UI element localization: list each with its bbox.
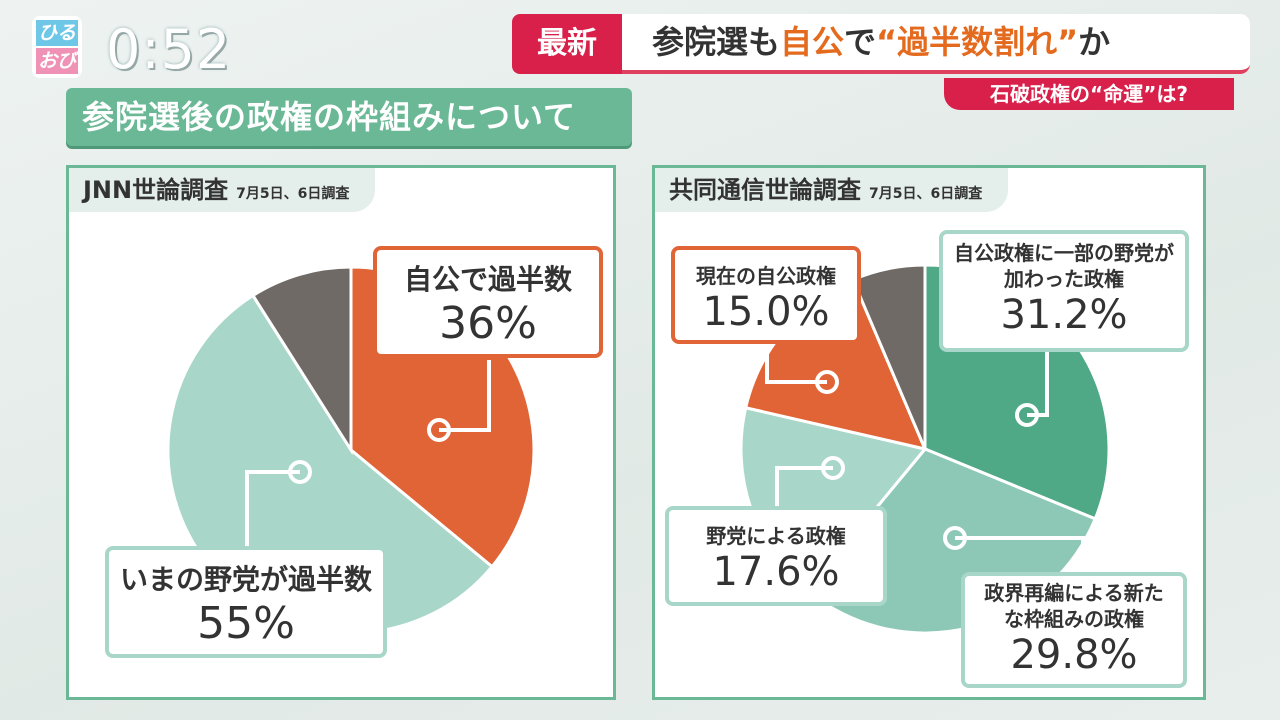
- news-tag: 最新: [512, 14, 622, 74]
- jnn-leaders: [245, 360, 491, 550]
- page-title-banner: 参院選後の政権の枠組みについて: [66, 88, 632, 146]
- kyodo-leaders: [765, 336, 1085, 572]
- kyodo-panel: 共同通信世論調査 7月5日、6日調査 現在の自公政権 15.0% 自公政権に一部の…: [652, 165, 1206, 700]
- label-value: 15.0%: [702, 289, 830, 335]
- news-ticker: 参院選も自公で“過半数割れ”か 最新: [512, 14, 1250, 74]
- label-realignment-government: 政界再編による新たな枠組みの政権 29.8%: [961, 572, 1187, 688]
- label-current-jimin-komei: 現在の自公政権 15.0%: [671, 246, 861, 344]
- logo-line-1: ひる: [36, 20, 78, 46]
- kyodo-title: 共同通信世論調査: [669, 176, 861, 204]
- leader-dot-2: [288, 460, 312, 484]
- jnn-date: 7月5日、6日調査: [236, 186, 350, 202]
- news-subheadline: 石破政権の“命運”は?: [944, 78, 1234, 110]
- leader-line-1: [439, 360, 491, 432]
- label-name: 自公で過半数: [403, 263, 572, 296]
- jnn-title: JNN世論調査: [83, 176, 229, 204]
- label-value: 36%: [439, 298, 537, 349]
- label-value: 31.2%: [1000, 292, 1128, 338]
- label-opposition-government: 野党による政権 17.6%: [665, 506, 887, 606]
- leader-dot-b: [1015, 403, 1039, 427]
- headline-highlight-1: 自公: [780, 23, 845, 61]
- leader-line-d: [955, 536, 1085, 572]
- leader-line-c: [775, 466, 833, 506]
- jnn-pie-slice-2: [250, 265, 353, 456]
- label-name: 自公政権に一部の野党が加わった政権: [954, 241, 1174, 291]
- leader-line-b: [1027, 342, 1049, 417]
- headline-mid: で: [844, 23, 877, 61]
- leader-dot-a: [815, 370, 839, 394]
- label-name: いまの野党が過半数: [119, 563, 372, 596]
- leader-line-2: [245, 470, 300, 550]
- leader-dot-d: [943, 526, 967, 550]
- label-value: 29.8%: [1010, 632, 1138, 678]
- label-jimin-komei-plus-opposition: 自公政権に一部の野党が加わった政権 31.2%: [939, 230, 1189, 352]
- kyodo-panel-header: 共同通信世論調査 7月5日、6日調査: [655, 168, 1009, 212]
- page-title: 参院選後の政権の枠組みについて: [82, 98, 577, 136]
- kyodo-date: 7月5日、6日調査: [869, 186, 983, 202]
- news-headline: 参院選も自公で“過半数割れ”か: [612, 14, 1250, 74]
- clock: 0:52: [106, 18, 232, 81]
- leader-dot-1: [427, 418, 451, 442]
- jnn-panel-header: JNN世論調査 7月5日、6日調査: [69, 168, 376, 212]
- program-logo: ひる おび: [34, 18, 80, 76]
- leader-line-a: [765, 336, 827, 384]
- logo-line-2: おび: [36, 48, 78, 74]
- headline-highlight-2: “過半数割れ”: [876, 23, 1079, 61]
- label-value: 55%: [197, 598, 295, 649]
- leader-dot-c: [821, 456, 845, 480]
- label-name: 現在の自公政権: [696, 264, 836, 288]
- label-name: 野党による政権: [706, 524, 846, 548]
- label-jimin-komei-majority: 自公で過半数 36%: [373, 246, 603, 358]
- label-name: 政界再編による新たな枠組みの政権: [984, 581, 1164, 631]
- label-value: 17.6%: [712, 549, 840, 595]
- headline-post: か: [1078, 23, 1111, 61]
- headline-pre: 参院選も: [652, 23, 781, 61]
- jnn-panel: JNN世論調査 7月5日、6日調査 自公で過半数 36% いまの野党が過半数 55…: [66, 165, 616, 700]
- label-opposition-majority: いまの野党が過半数 55%: [105, 546, 387, 658]
